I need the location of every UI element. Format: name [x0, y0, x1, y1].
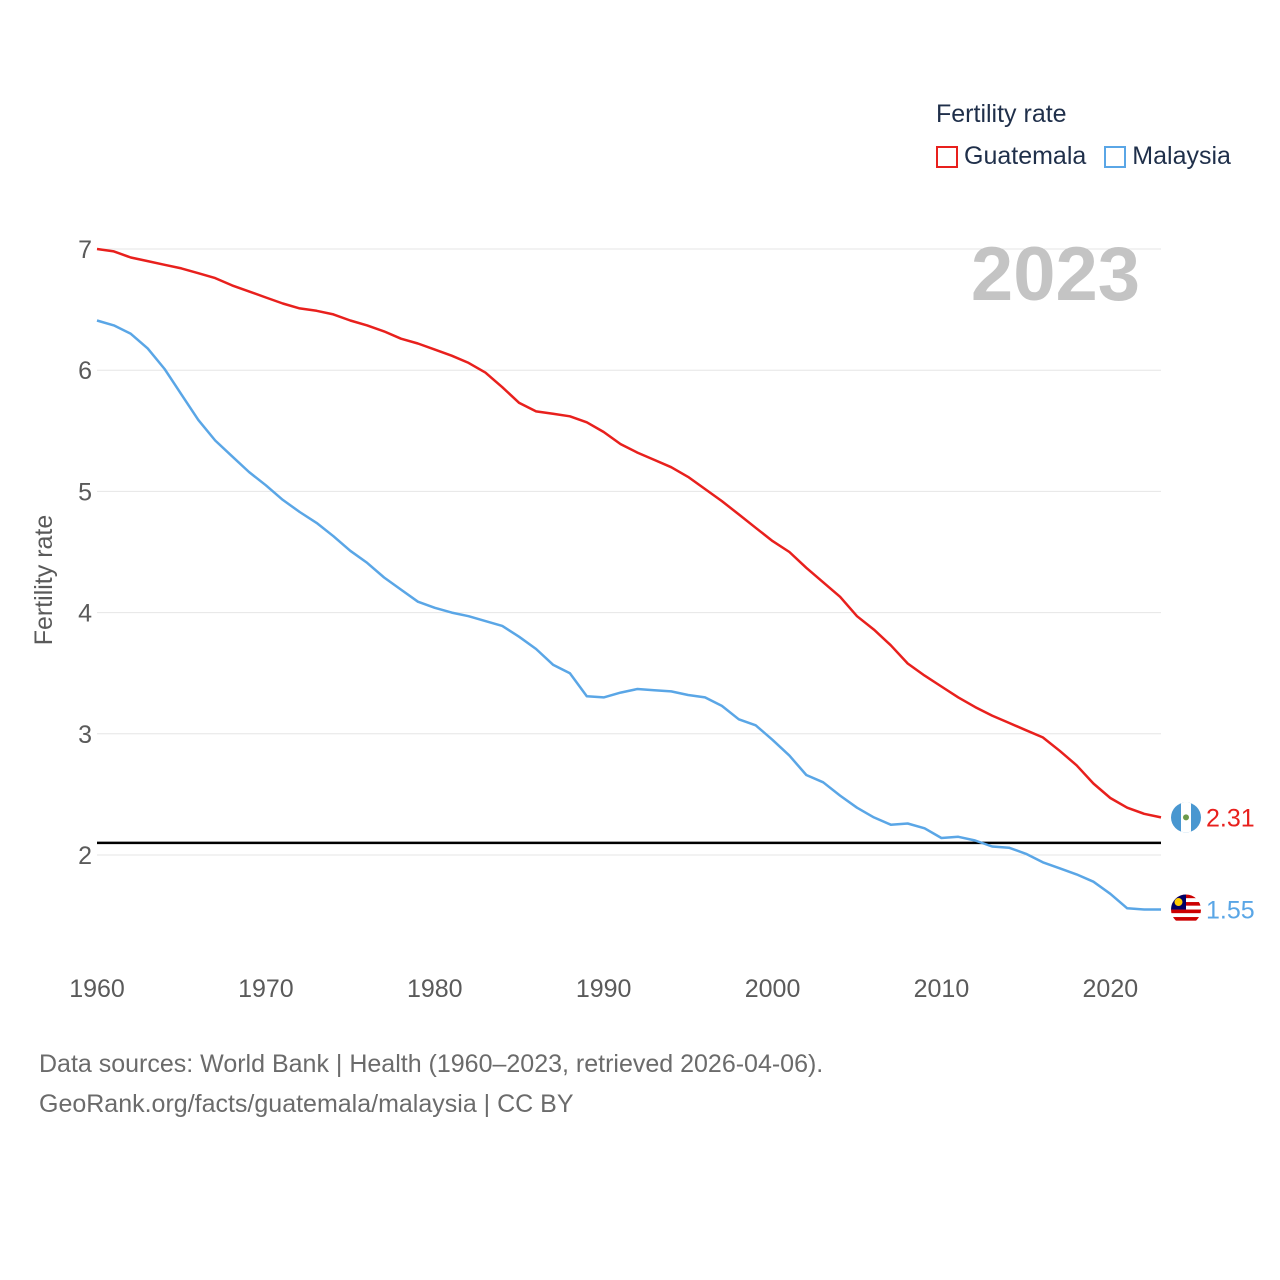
x-tick-label: 2010 — [914, 975, 970, 1003]
y-axis-label: Fertility rate — [30, 515, 58, 646]
legend-title: Fertility rate — [936, 100, 1067, 128]
legend-swatch-malaysia — [1104, 145, 1127, 168]
y-tick-label: 6 — [78, 357, 92, 385]
guatemala-flag-icon — [1171, 802, 1201, 833]
x-tick-label: 1960 — [69, 975, 125, 1003]
y-tick-label: 5 — [78, 478, 92, 506]
x-tick-label: 2020 — [1083, 975, 1139, 1003]
legend-label-malaysia: Malaysia — [1132, 142, 1231, 170]
series-line-malaysia — [96, 319, 1161, 911]
x-tick-label: 2000 — [745, 975, 801, 1003]
x-tick-label: 1980 — [407, 975, 463, 1003]
data-source-text: Data sources: World Bank | Health (1960–… — [39, 1050, 824, 1078]
guatemala-end-value: 2.31 — [1206, 804, 1255, 832]
footer: Data sources: World Bank | Health (1960–… — [39, 1044, 823, 1124]
malaysia-flag-icon — [1171, 894, 1201, 925]
x-tick-label: 1990 — [576, 975, 632, 1003]
series-line-guatemala — [96, 247, 1162, 819]
year-label: 2023 — [971, 232, 1140, 317]
y-tick-label: 2 — [78, 842, 92, 870]
legend-swatch-guatemala — [936, 145, 958, 168]
y-tick-label: 4 — [78, 600, 92, 628]
y-tick-label: 3 — [78, 721, 92, 749]
x-tick-label: 1970 — [238, 975, 294, 1003]
malaysia-end-value: 1.55 — [1206, 897, 1255, 925]
attribution-text: GeoRank.org/facts/guatemala/malaysia | C… — [39, 1090, 574, 1118]
legend: Guatemala Malaysia — [936, 142, 1249, 171]
legend-label-guatemala: Guatemala — [964, 142, 1087, 170]
y-tick-label: 7 — [78, 236, 92, 264]
legend-item-guatemala[interactable]: Guatemala — [936, 142, 1086, 171]
legend-item-malaysia[interactable]: Malaysia — [1104, 142, 1231, 171]
